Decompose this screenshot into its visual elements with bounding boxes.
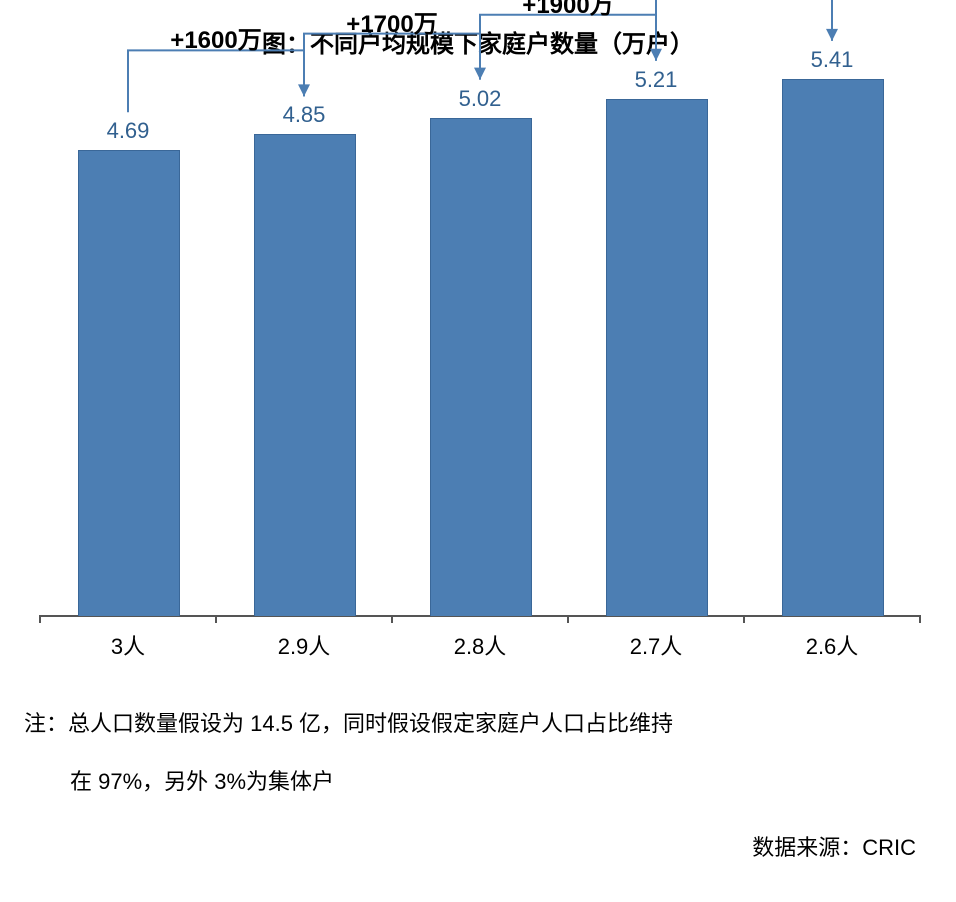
delta-label: +1900万 [522,0,613,20]
category-label: 2.7人 [630,629,683,661]
x-tick [215,615,217,623]
delta-label: +1600万 [170,20,261,55]
x-tick [919,615,921,623]
category-label: 2.8人 [454,629,507,661]
footnote-line2: 在 97%，另外 3%为集体户 [70,764,334,796]
x-tick [743,615,745,623]
bar-chart: 4.693人4.852.9人5.022.8人5.212.7人5.412.6人+1… [40,70,920,665]
category-label: 2.6人 [806,629,859,661]
connector [128,50,304,112]
category-label: 3人 [111,629,145,661]
x-tick [567,615,569,623]
connector-layer [40,70,920,615]
data-source: 数据来源：CRIC [752,830,916,862]
delta-label: +1700万 [346,4,437,39]
x-tick [391,615,393,623]
footnote-line1: 注：总人口数量假设为 14.5 亿，同时假设假定家庭户人口占比维持 [24,706,673,738]
x-tick [39,615,41,623]
category-label: 2.9人 [278,629,331,661]
